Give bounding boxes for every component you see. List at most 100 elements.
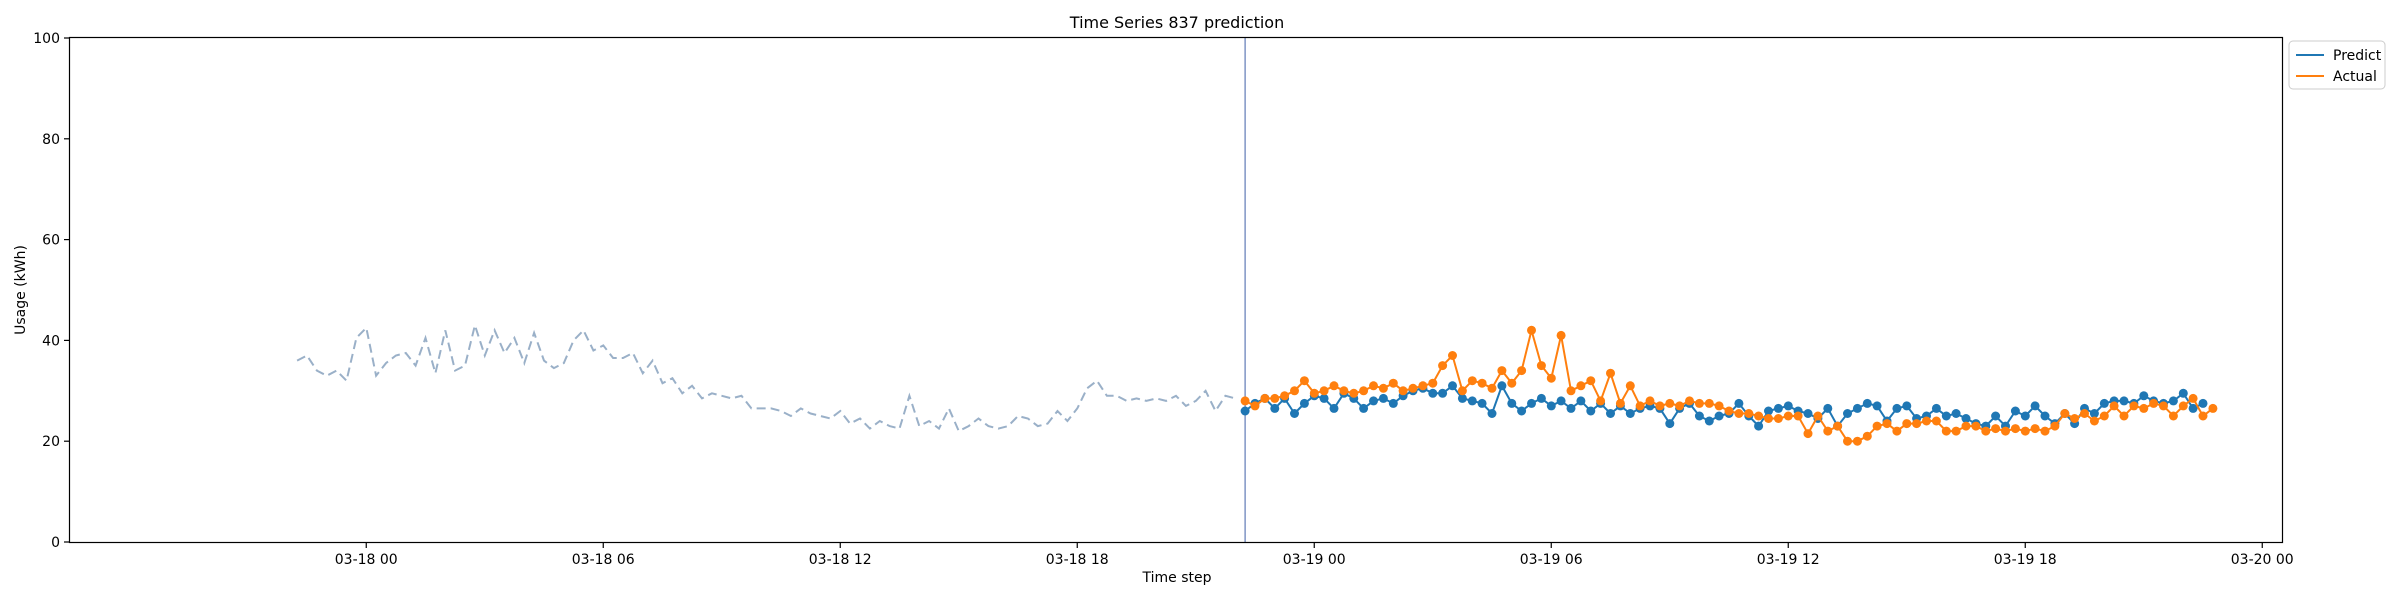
data-point-actual	[1902, 419, 1912, 429]
y-tick-label: 80	[42, 132, 60, 148]
data-point-actual	[1606, 368, 1615, 378]
data-point-predict	[1852, 403, 1862, 413]
data-point-actual	[1517, 366, 1527, 376]
data-point-actual	[1951, 426, 1961, 436]
data-point-predict	[1428, 388, 1438, 398]
data-point-predict	[1754, 421, 1764, 431]
data-point-actual	[1309, 388, 1319, 398]
data-point-actual	[2001, 426, 2010, 436]
data-point-actual	[1882, 419, 1892, 429]
data-point-actual	[1418, 381, 1428, 391]
y-tick-label: 0	[51, 535, 60, 551]
data-point-actual	[1388, 378, 1398, 388]
data-point-actual	[1685, 396, 1694, 406]
data-point-predict	[2119, 396, 2129, 406]
data-point-predict	[1299, 398, 1309, 408]
y-tick-label: 60	[42, 233, 60, 249]
data-point-predict	[1872, 401, 1882, 411]
data-point-actual	[1457, 386, 1467, 396]
data-point-actual	[2050, 421, 2060, 431]
data-point-actual	[1675, 401, 1685, 411]
data-point-predict	[2030, 401, 2040, 411]
data-point-actual	[1428, 378, 1438, 388]
data-point-predict	[1448, 381, 1457, 391]
data-point-predict	[1704, 416, 1714, 426]
data-point-predict	[1457, 393, 1467, 403]
data-point-predict	[1961, 414, 1971, 423]
chart-title: Time Series 837 prediction	[1069, 13, 1284, 32]
data-point-actual	[1408, 383, 1418, 393]
data-point-actual	[1290, 386, 1299, 396]
data-point-predict	[1823, 403, 1833, 413]
data-point-actual	[1369, 381, 1378, 391]
series-actual	[1240, 325, 2218, 446]
data-point-predict	[1586, 406, 1596, 416]
x-tick-label: 03-20 00	[2231, 552, 2294, 568]
data-point-actual	[1497, 366, 1507, 376]
data-point-actual	[2089, 416, 2099, 426]
x-axis: 03-18 00 03-18 06 03-18 12 03-18 18 03-19 00…	[335, 542, 2294, 568]
data-point-predict	[2198, 398, 2208, 408]
data-point-actual	[1615, 398, 1625, 408]
data-point-actual	[1833, 421, 1843, 431]
y-axis: 0 20 40 60 80 100	[33, 31, 70, 551]
data-point-predict	[1773, 403, 1783, 413]
data-point-actual	[1793, 411, 1803, 421]
history-line	[296, 321, 1236, 433]
data-point-actual	[1912, 419, 1922, 429]
data-point-predict	[2178, 388, 2188, 398]
data-point-predict	[1803, 409, 1813, 418]
data-point-actual	[1438, 361, 1448, 371]
data-point-actual	[1378, 383, 1388, 393]
data-point-actual	[1852, 436, 1862, 446]
data-point-predict	[2188, 403, 2198, 413]
data-point-actual	[1724, 406, 1734, 416]
data-point-actual	[1349, 388, 1359, 398]
x-tick-label: 03-18 12	[809, 552, 872, 568]
data-point-actual	[2208, 403, 2218, 413]
data-point-actual	[1764, 414, 1773, 423]
data-point-predict	[1606, 409, 1615, 418]
data-point-actual	[1714, 401, 1724, 411]
data-point-predict	[1843, 409, 1852, 418]
x-tick-label: 03-18 00	[335, 552, 398, 568]
data-point-actual	[2060, 409, 2070, 418]
data-point-actual	[1527, 325, 1536, 335]
data-point-predict	[1290, 409, 1299, 418]
x-tick-label: 03-19 06	[1520, 552, 1583, 568]
data-point-actual	[1329, 381, 1339, 391]
data-point-actual	[1240, 396, 1250, 406]
data-point-actual	[1467, 376, 1477, 386]
data-point-predict	[2139, 391, 2149, 401]
data-point-actual	[1477, 378, 1487, 388]
data-point-actual	[1704, 398, 1714, 408]
data-point-actual	[2198, 411, 2208, 421]
data-point-predict	[1734, 398, 1744, 408]
data-point-actual	[2020, 426, 2030, 436]
data-point-predict	[1566, 403, 1576, 413]
data-point-actual	[1843, 436, 1852, 446]
data-point-predict	[1625, 409, 1635, 418]
data-point-actual	[1250, 401, 1260, 411]
data-point-predict	[1546, 401, 1556, 411]
data-point-predict	[1665, 419, 1675, 429]
y-tick-label: 20	[42, 434, 60, 450]
data-point-predict	[2099, 398, 2109, 408]
data-point-predict	[1487, 409, 1497, 418]
data-point-actual	[1487, 383, 1497, 393]
data-point-actual	[1813, 411, 1823, 421]
y-tick-label: 100	[33, 31, 60, 47]
y-axis-label: Usage (kWh)	[13, 245, 29, 335]
data-point-actual	[1596, 396, 1606, 406]
x-tick-label: 03-19 18	[1994, 552, 2057, 568]
data-point-predict	[1951, 409, 1961, 418]
data-point-predict	[1991, 411, 2001, 421]
data-point-predict	[1783, 401, 1793, 411]
data-point-predict	[2020, 411, 2030, 421]
data-point-predict	[1527, 398, 1536, 408]
data-point-actual	[2129, 401, 2139, 411]
data-point-actual	[1448, 351, 1457, 360]
data-point-predict	[1517, 406, 1527, 416]
data-point-predict	[1438, 388, 1448, 398]
